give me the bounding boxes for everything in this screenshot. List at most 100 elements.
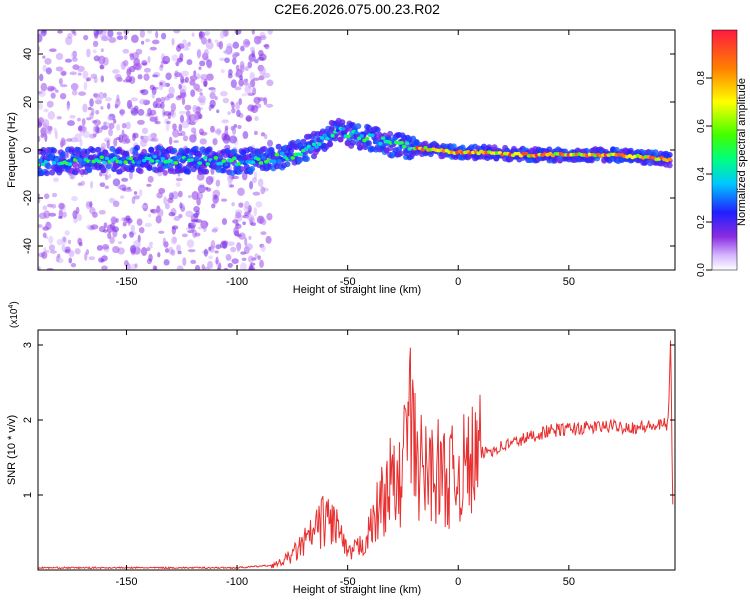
- heatmap-cell: [46, 100, 54, 108]
- heatmap-cell: [218, 262, 222, 270]
- heatmap-cell: [90, 73, 98, 79]
- heatmap-cell: [174, 70, 179, 78]
- heatmap-cell: [161, 32, 167, 40]
- heatmap-cell: [232, 51, 237, 59]
- heatmap-cell: [214, 39, 219, 43]
- heatmap-cell: [96, 159, 102, 164]
- heatmap-cell: [141, 62, 148, 66]
- heatmap-cell: [176, 155, 181, 160]
- snr-scale-suffix: ): [9, 301, 20, 304]
- heatmap-cell: [309, 147, 314, 151]
- heatmap-cell: [190, 259, 197, 265]
- heatmap-cell: [129, 65, 136, 73]
- heatmap-cell: [235, 101, 240, 110]
- heatmap-cell: [123, 259, 129, 267]
- heatmap-cell: [151, 39, 160, 45]
- heatmap-cell: [85, 78, 90, 82]
- x-tick-label: -150: [115, 276, 137, 288]
- heatmap-cell: [666, 151, 673, 158]
- heatmap-cell: [284, 161, 291, 168]
- heatmap-cell: [250, 105, 259, 114]
- snr-panel: -150 -100 -50 0 50 1 2 3 Height of straight li…: [6, 301, 676, 596]
- heatmap-cell: [203, 248, 208, 257]
- heatmap-cell: [364, 136, 370, 141]
- x-tick-label: 0: [455, 276, 461, 288]
- heatmap-cell: [139, 30, 146, 38]
- heatmap-cell: [245, 115, 252, 123]
- heatmap-cell: [58, 209, 64, 218]
- heatmap-cell: [99, 155, 104, 160]
- heatmap-cell: [156, 192, 163, 199]
- heatmap-cell: [38, 135, 41, 143]
- heatmap-cell: [56, 115, 62, 120]
- heatmap-cell: [206, 146, 213, 153]
- heatmap-cell: [244, 237, 248, 246]
- heatmap-cell: [203, 156, 208, 160]
- heatmap-cell: [61, 243, 66, 253]
- y-tick-label: -40: [22, 238, 34, 254]
- heatmap-cell: [296, 157, 303, 164]
- heatmap-cell: [253, 130, 258, 136]
- heatmap-cell: [92, 125, 97, 133]
- heatmap-cell: [116, 124, 121, 131]
- heatmap-cell: [258, 161, 264, 165]
- heatmap-cell: [216, 41, 222, 48]
- heatmap-cell: [239, 75, 244, 81]
- y-tick-label: 1: [22, 492, 34, 498]
- heatmap-cell: [244, 65, 249, 72]
- heatmap-cell: [94, 32, 99, 39]
- heatmap-cell: [176, 265, 184, 270]
- heatmap-cell: [106, 139, 110, 149]
- heatmap-cell: [80, 161, 86, 166]
- heatmap-cell: [199, 138, 207, 145]
- heatmap-cell: [142, 89, 146, 93]
- heatmap-cell: [190, 219, 199, 223]
- y-tick-label: -20: [22, 190, 34, 206]
- heatmap-cell: [66, 138, 73, 142]
- heatmap-cell: [175, 177, 183, 182]
- heatmap-cell: [74, 248, 81, 255]
- heatmap-cell: [124, 135, 130, 140]
- heatmap-cell: [102, 160, 107, 165]
- heatmap-cell: [75, 206, 80, 215]
- heatmap-cell: [208, 246, 212, 251]
- heatmap-cell: [238, 78, 245, 87]
- heatmap-cell: [170, 249, 176, 256]
- heatmap-cell: [298, 152, 303, 157]
- heatmap-cell: [128, 171, 133, 180]
- heatmap-cell: [51, 161, 57, 165]
- heatmap-cell: [206, 73, 214, 81]
- heatmap-cell: [182, 135, 189, 142]
- heatmap-cell: [181, 97, 186, 106]
- heatmap-cell: [208, 255, 213, 260]
- heatmap-cell: [253, 96, 261, 104]
- heatmap-cell: [137, 108, 145, 116]
- heatmap-cell: [42, 205, 48, 211]
- heatmap-cell: [77, 72, 82, 76]
- heatmap-cell: [112, 245, 120, 254]
- heatmap-cell: [210, 159, 216, 164]
- heatmap-cell: [38, 162, 41, 167]
- heatmap-cell: [261, 218, 267, 226]
- heatmap-cell: [170, 109, 176, 119]
- heatmap-cell: [59, 151, 66, 158]
- heatmap-cell: [85, 249, 90, 255]
- heatmap-cell: [168, 86, 175, 96]
- heatmap-cell: [259, 259, 264, 269]
- heatmap-cell: [50, 203, 57, 209]
- heatmap-cell: [87, 106, 92, 111]
- heatmap-cell: [122, 221, 127, 227]
- snr-y-axis: 1 2 3: [22, 342, 675, 498]
- heatmap-cell: [99, 182, 106, 188]
- heatmap-cell: [48, 212, 57, 217]
- heatmap-cell: [192, 160, 197, 165]
- heatmap-cell: [322, 133, 327, 138]
- heatmap-cell: [134, 263, 138, 268]
- heatmap-cell: [185, 110, 191, 118]
- x-tick-label: 50: [563, 576, 575, 588]
- heatmap-cell: [120, 195, 125, 199]
- heatmap-cell: [100, 125, 109, 130]
- heatmap-cell: [191, 190, 199, 200]
- heatmap-cell: [236, 233, 242, 238]
- heatmap-cell: [168, 192, 174, 200]
